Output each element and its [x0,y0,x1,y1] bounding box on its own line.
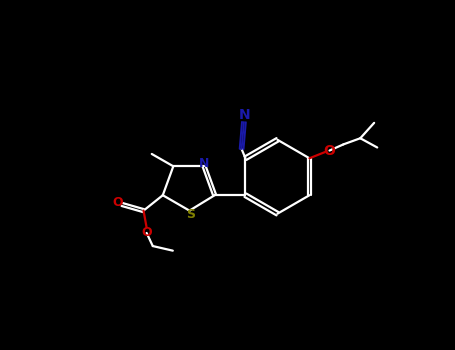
Text: N: N [199,157,209,170]
Text: S: S [187,208,196,221]
Text: N: N [239,108,251,122]
Text: O: O [112,196,123,209]
Text: O: O [324,144,335,158]
Text: O: O [142,226,152,239]
